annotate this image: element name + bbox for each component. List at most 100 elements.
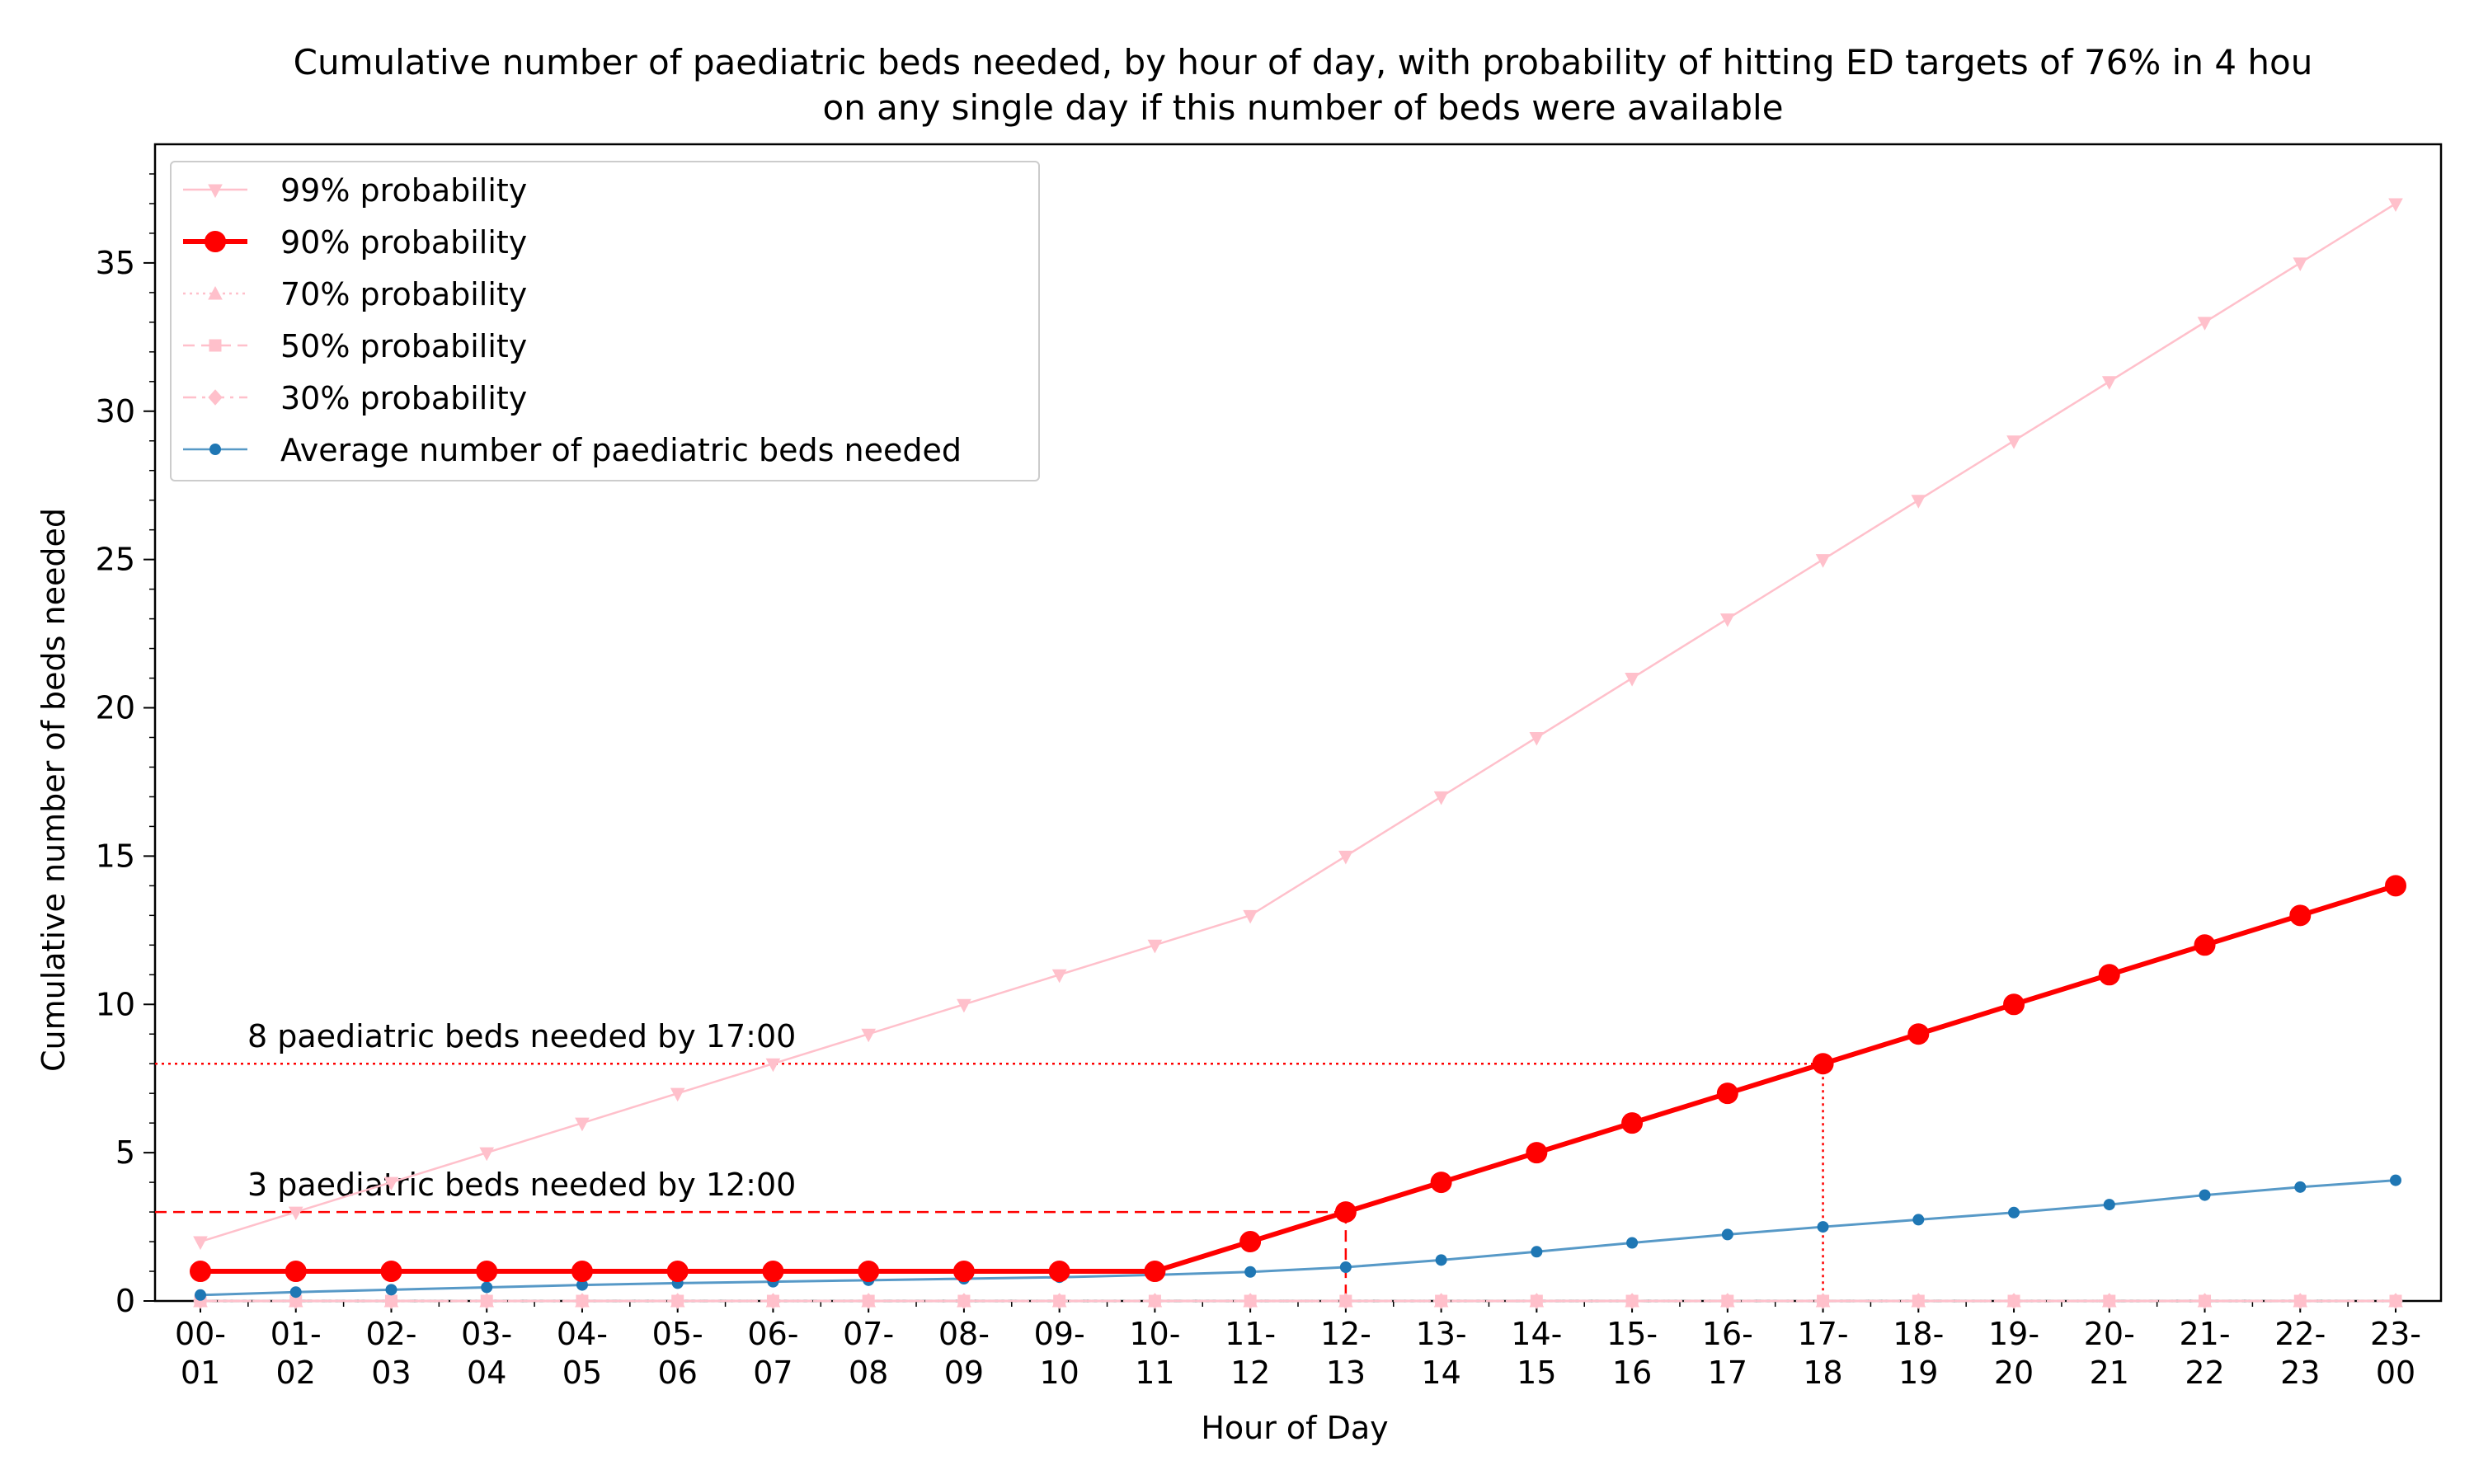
legend-label: 30% probability [280,380,527,416]
data-point [1244,1266,1257,1278]
x-tick-label-line-1: 06- [747,1316,798,1352]
data-point [575,1293,590,1308]
data-point [2289,904,2312,927]
data-point [670,1087,685,1102]
x-tick-label-line-2: 19 [1898,1355,1938,1391]
data-point [285,1261,307,1283]
x-tick-label-line-1: 19- [1988,1316,2039,1352]
chart-title: Cumulative number of paediatric beds nee… [294,42,2313,82]
data-point [1526,1142,1548,1164]
x-tick-label-line-2: 05 [562,1355,602,1391]
x-tick-label-line-1: 00- [175,1316,226,1352]
data-point [1719,613,1735,627]
legend-marker [209,444,221,455]
data-point [193,1236,208,1251]
data-point [1433,1293,1449,1308]
y-tick-label: 15 [96,838,135,874]
data-point [1911,1293,1926,1308]
x-tick-label-line-2: 12 [1230,1355,1270,1391]
series-line [199,202,2397,1243]
y-tick-label: 20 [96,690,135,726]
x-tick-label-line-2: 15 [1517,1355,1556,1391]
legend-label: 70% probability [280,276,527,312]
legend: 99% probability 90% probability 70% probab… [170,161,1040,481]
series-2 [193,1293,2403,1308]
x-tick-label-line-2: 01 [181,1355,220,1391]
data-point [1911,495,1926,509]
data-point [2194,934,2216,956]
x-tick-label-line-1: 11- [1225,1316,1276,1352]
x-tick-label-line-2: 00 [2376,1355,2415,1391]
y-axis-label: Cumulative number of beds needed [35,508,72,1072]
y-tick-label: 35 [96,245,135,281]
x-tick-label-line-1: 18- [1893,1316,1944,1352]
data-point [1529,1293,1545,1308]
data-point [858,1261,880,1283]
data-point [765,1293,781,1308]
legend-label: 50% probability [280,328,527,364]
data-point [762,1261,784,1283]
x-tick-label-line-1: 14- [1511,1316,1562,1352]
data-point [2197,1293,2213,1308]
x-tick-label-line-1: 04- [557,1316,608,1352]
data-point [1531,1246,1543,1258]
x-tick-label-line-1: 13- [1416,1316,1467,1352]
y-tick-label: 5 [115,1134,135,1171]
data-point [1048,1261,1070,1283]
data-point [385,1284,397,1296]
data-point [1719,1293,1735,1308]
data-point [288,1293,303,1308]
data-point [481,1281,493,1294]
x-tick-label-line-1: 10- [1129,1316,1180,1352]
data-point [1817,1221,1829,1233]
x-tick-label-line-2: 17 [1708,1355,1747,1391]
x-tick-label-line-1: 22- [2274,1316,2326,1352]
data-point [1815,1293,1831,1308]
series-line [198,883,2398,1275]
data-point [1338,1293,1353,1308]
legend-marker [209,339,222,352]
data-point [861,1028,877,1043]
data-point [1147,1293,1163,1308]
x-tick-label-line-1: 09- [1034,1316,1085,1352]
y-tick-label: 30 [96,393,135,430]
annotation-label: 8 paediatric beds needed by 17:00 [247,1018,796,1054]
x-tick-label-line-1: 17- [1798,1316,1849,1352]
data-point [2388,1293,2403,1308]
data-point [1625,1293,1639,1308]
x-tick-label-line-1: 12- [1320,1316,1371,1352]
legend-box [170,161,1040,481]
x-tick-label-line-1: 02- [365,1316,416,1352]
data-point [957,1293,971,1308]
data-point [1529,731,1545,746]
x-tick-label-line-2: 23 [2280,1355,2320,1391]
x-tick-label-line-2: 14 [1421,1355,1460,1391]
x-tick-label-line-1: 08- [938,1316,990,1352]
x-tick-label-line-2: 20 [1994,1355,2034,1391]
legend-marker [205,231,226,252]
data-point [479,1147,495,1162]
data-point [383,1293,399,1308]
legend-marker [208,285,223,300]
data-point [2293,1293,2308,1308]
data-point [1907,1023,1930,1045]
data-point [479,1293,495,1308]
data-point [1815,554,1831,568]
x-tick-label-line-2: 10 [1039,1355,1079,1391]
data-point [1334,1201,1357,1223]
x-tick-label-line-1: 16- [1702,1316,1753,1352]
legend-label: Average number of paediatric beds needed [280,432,962,468]
x-tick-label-line-2: 04 [467,1355,506,1391]
annotation-label: 3 paediatric beds needed by 12:00 [247,1167,796,1203]
x-tick-label-line-1: 20- [2084,1316,2135,1352]
legend-marker [208,389,223,406]
data-point [670,1293,685,1308]
data-point [666,1261,689,1283]
data-point [2101,1293,2117,1308]
data-point [2103,1199,2115,1211]
data-point [2199,1189,2211,1201]
data-point [2390,1174,2401,1186]
data-point [2006,1293,2021,1308]
data-point [383,1176,399,1191]
data-point [1626,1237,1639,1249]
